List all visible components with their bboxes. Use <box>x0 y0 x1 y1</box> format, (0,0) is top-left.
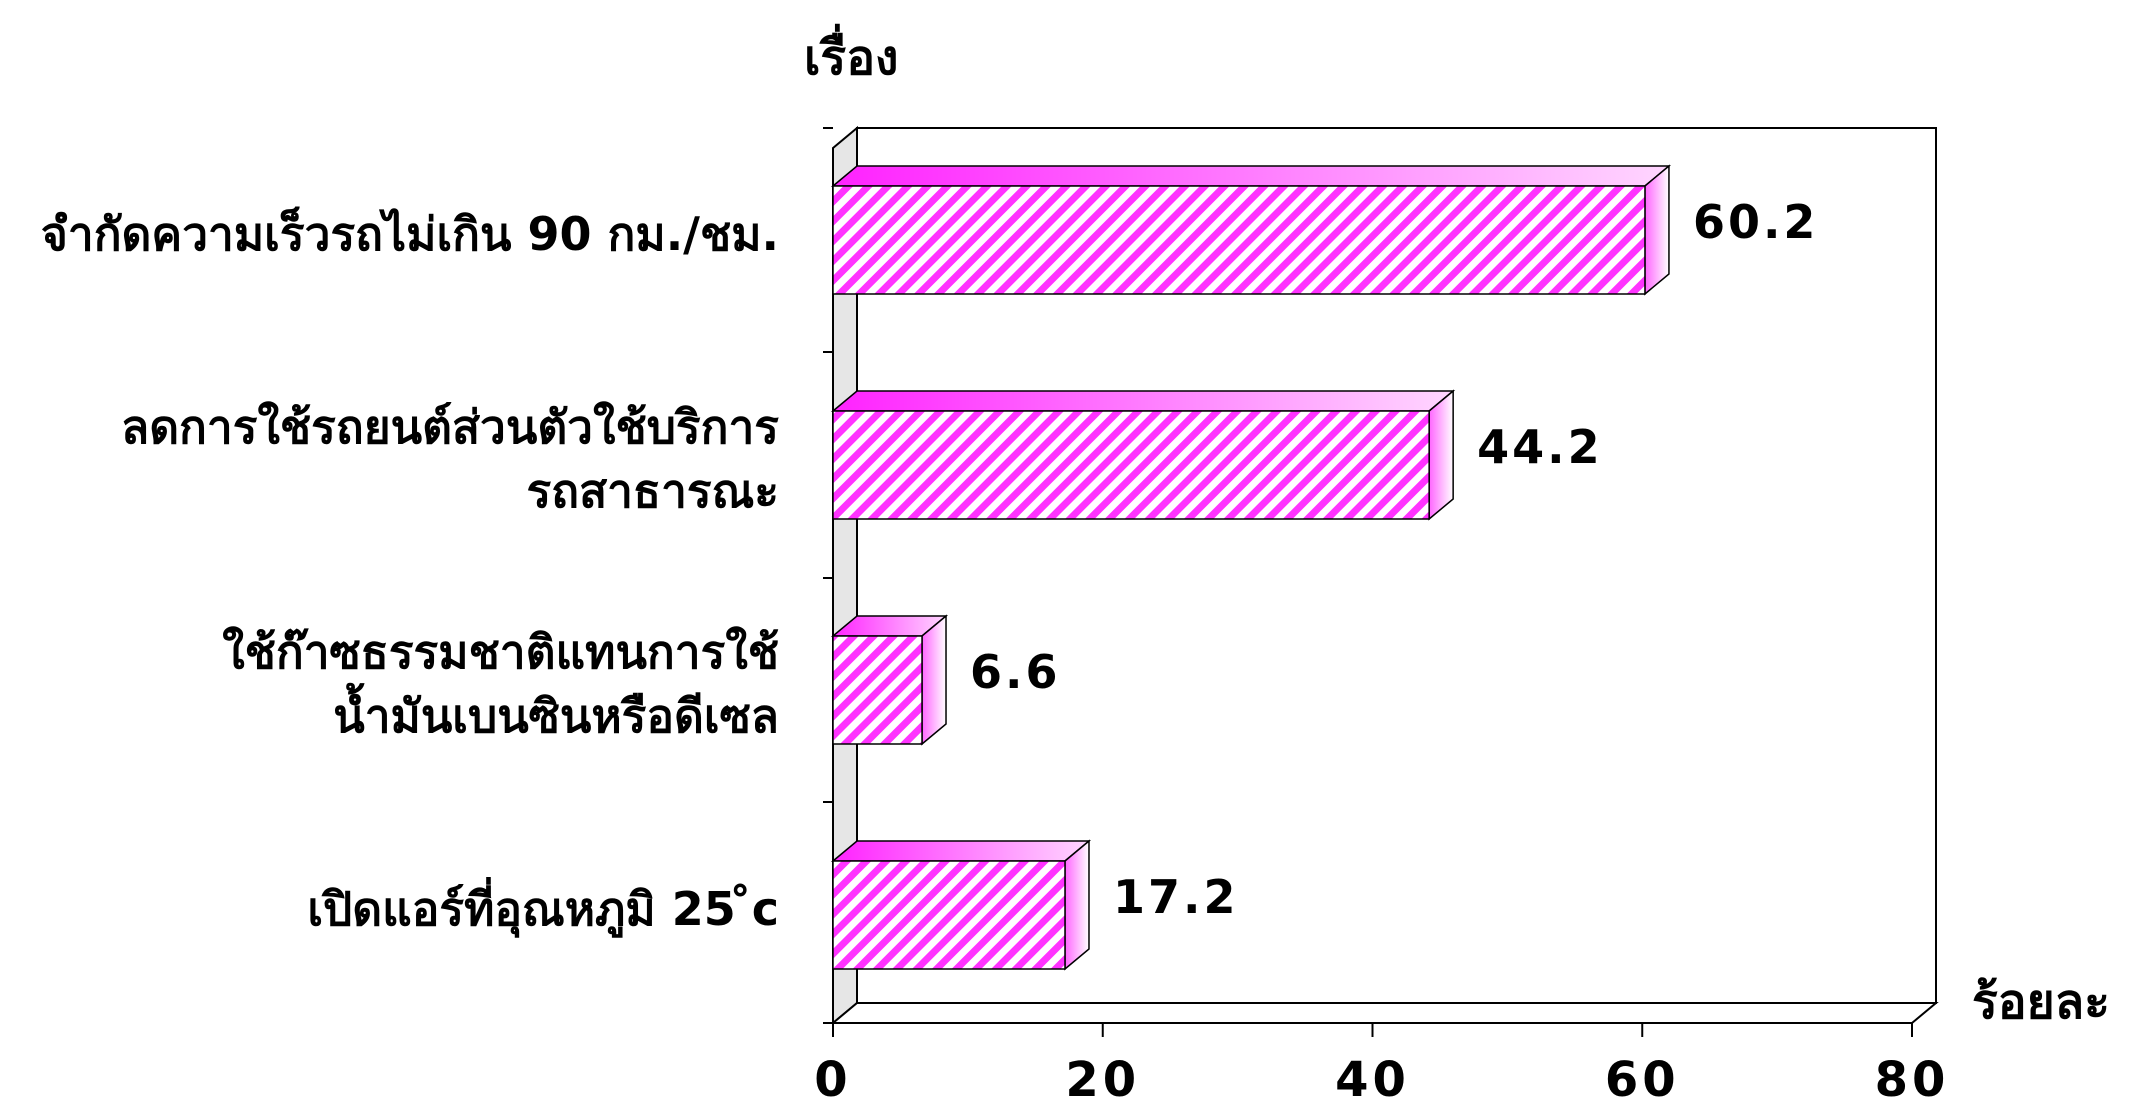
bar-side-face <box>1428 389 1454 521</box>
x-tick-label: 60 <box>1605 1052 1680 1108</box>
category-label-line: รถสาธารณะ <box>526 464 779 518</box>
category-label-line: ใช้ก๊าซธรรมชาติแทนการใช้ <box>222 625 779 679</box>
category-label-line: จำกัดความเร็วรถไม่เกิน 90 กม./ชม. <box>40 207 779 261</box>
category-label-line: น้ำมันเบนซินหรือดีเซล <box>333 689 779 743</box>
bar-front-face <box>832 860 1066 970</box>
floor <box>830 1002 1939 1024</box>
data-label: 60.2 <box>1693 195 1819 249</box>
bar-side-face <box>1064 839 1090 971</box>
data-label: 17.2 <box>1113 870 1239 924</box>
bar-front-face <box>832 185 1646 295</box>
y-axis-title: เรื่อง <box>804 30 899 86</box>
axis-ticks: 0 20 40 60 80 <box>814 127 1950 1108</box>
category-label-line: ลดการใช้รถยนต์ส่วนตัวใช้บริการ <box>121 400 779 454</box>
category-label: ใช้ก๊าซธรรมชาติแทนการใช้น้ำมันเบนซินหรือ… <box>222 620 779 748</box>
x-tick-label: 40 <box>1335 1052 1410 1108</box>
category-label-line: เปิดแอร์ที่อุณหภูมิ 25 ̊c <box>307 882 779 936</box>
bar-top-face <box>830 390 1456 412</box>
data-label: 6.6 <box>970 645 1061 699</box>
bars-group: 60.2 44.2 6.6 17.2 <box>830 164 1819 971</box>
category-label: จำกัดความเร็วรถไม่เกิน 90 กม./ชม. <box>41 202 779 266</box>
x-tick-label: 0 <box>814 1052 851 1108</box>
bar-3: 17.2 <box>830 839 1239 971</box>
category-label: ลดการใช้รถยนต์ส่วนตัวใช้บริการรถสาธารณะ <box>121 395 779 523</box>
bar-front-face <box>832 635 923 745</box>
bar-front-face <box>832 410 1430 520</box>
bar-2: 6.6 <box>830 614 1061 746</box>
data-label: 44.2 <box>1477 420 1603 474</box>
x-tick-label: 20 <box>1065 1052 1140 1108</box>
bar-top-face <box>830 840 1092 862</box>
bar-side-face <box>1644 164 1670 296</box>
category-label: เปิดแอร์ที่อุณหภูมิ 25 ̊c <box>307 877 779 941</box>
bar-side-face <box>921 614 947 746</box>
bar-1: 44.2 <box>830 389 1603 521</box>
bar-top-face <box>830 165 1672 187</box>
x-axis-title: ร้อยละ <box>1972 974 2110 1030</box>
x-tick-label: 80 <box>1875 1052 1950 1108</box>
bar-0: 60.2 <box>830 164 1819 296</box>
